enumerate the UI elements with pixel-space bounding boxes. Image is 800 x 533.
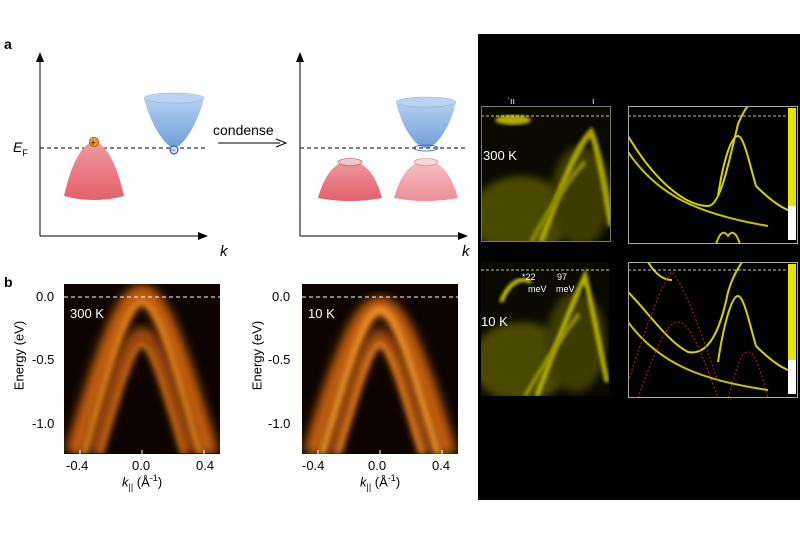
xtick-left-1: 0.0	[132, 458, 151, 473]
left-conduction-band	[144, 98, 204, 148]
xtick-left-0: -0.4	[66, 458, 89, 473]
gap2-value: 97	[557, 272, 568, 282]
ytick-r-1: -0.5	[268, 352, 291, 367]
svg-text:+: +	[91, 138, 96, 148]
calc-bands-bottom	[628, 262, 798, 398]
panel-b-letter: b	[4, 274, 13, 290]
k-label-right: k	[462, 243, 470, 260]
calc-bands-top	[628, 106, 798, 244]
right-valence-band-2	[394, 160, 458, 201]
svg-text:−: −	[171, 145, 176, 155]
top-fragment-2: ı	[592, 96, 595, 106]
condense-label: condense	[213, 122, 274, 138]
ytick-2: -1.0	[32, 416, 55, 431]
arpes-left-temp: 300 K	[70, 306, 104, 321]
panel-a-schematic: + −	[36, 52, 468, 240]
yellow-arpes-bottom	[481, 262, 609, 396]
left-valence-band	[64, 142, 124, 200]
fermi-label: EF	[13, 139, 28, 158]
ytick-0: 0.0	[36, 289, 55, 304]
gap1-unit: meV	[528, 284, 547, 294]
arpes-left-image	[64, 284, 220, 454]
k-label-left: k	[220, 243, 228, 260]
yellow-bottom-temp: 10 K	[481, 314, 508, 329]
electron-marker	[169, 145, 179, 155]
arpes-right-image	[302, 284, 458, 454]
hole-marker	[89, 137, 99, 147]
ytick-1: -0.5	[32, 352, 55, 367]
top-fragment-1: ˈıı	[507, 96, 515, 106]
xtick-right-0: -0.4	[302, 458, 325, 473]
arpes-right-temp: 10 K	[308, 306, 335, 321]
arpes-left-xlabel: k|| (Å-1)	[122, 473, 163, 492]
gap2-unit: meV	[556, 284, 575, 294]
yellow-arpes-top	[481, 106, 611, 242]
panel-a-letter: a	[4, 36, 12, 52]
arpes-left-ylabel: Energy (eV)	[11, 320, 27, 391]
arpes-right-ylabel: Energy (eV)	[249, 320, 265, 391]
xtick-right-1: 0.0	[368, 458, 387, 473]
ytick-r-0: 0.0	[272, 289, 291, 304]
arpes-right-xlabel: k|| (Å-1)	[360, 473, 401, 492]
ytick-r-2: -1.0	[268, 416, 291, 431]
xtick-left-2: 0.4	[196, 458, 215, 473]
gap1-value: *22	[522, 272, 536, 282]
xtick-right-2: 0.4	[432, 458, 451, 473]
yellow-top-temp: 300 K	[483, 148, 517, 163]
right-valence-band-1	[318, 160, 382, 201]
right-conduction-band	[396, 102, 456, 148]
